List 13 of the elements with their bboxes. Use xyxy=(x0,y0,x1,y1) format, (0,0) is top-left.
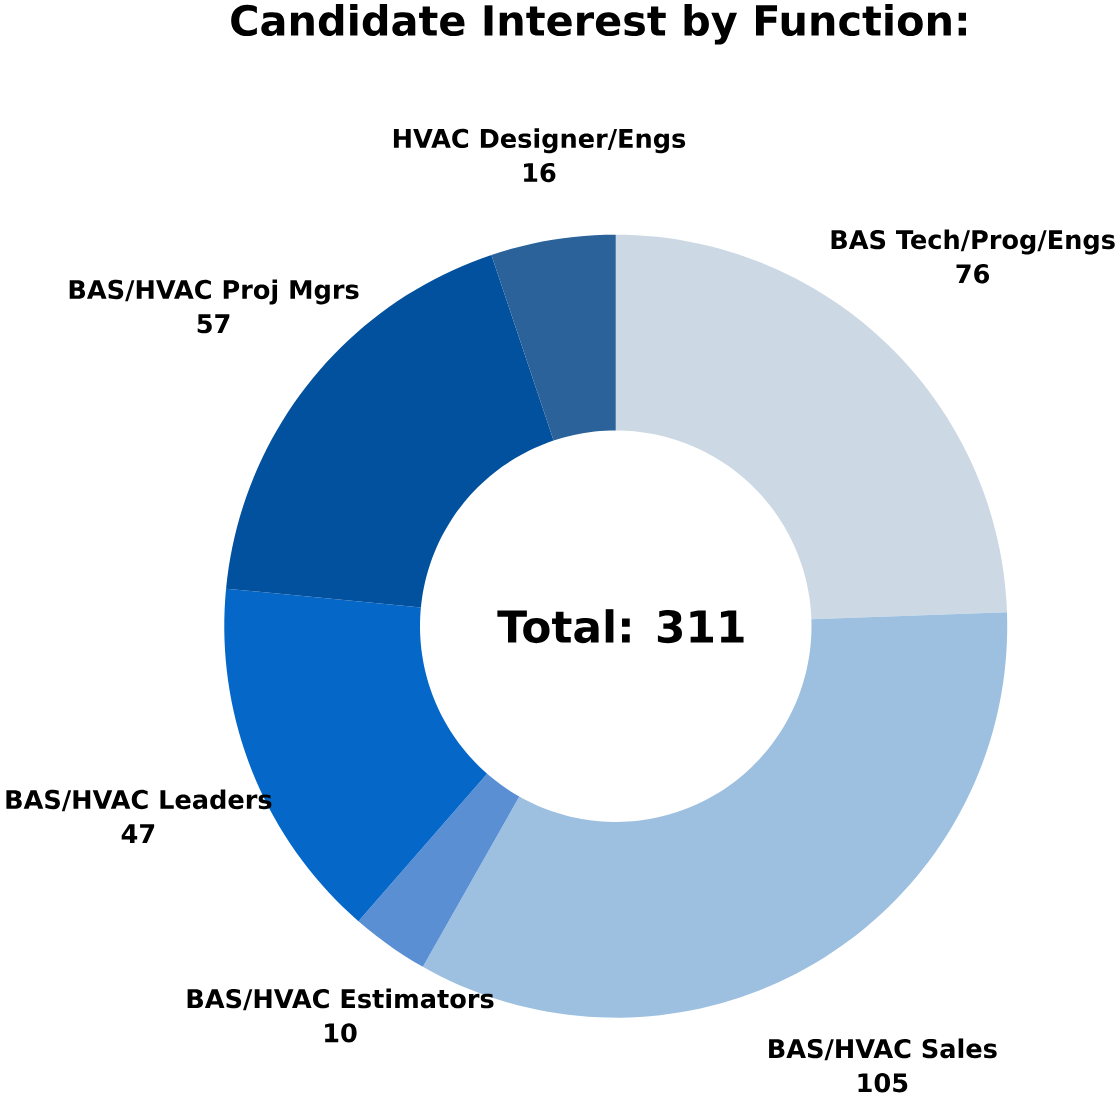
data-label: 105 xyxy=(858,1072,908,1093)
text: Total: 311 xyxy=(497,608,744,643)
data-label: 57 xyxy=(197,314,230,334)
data-label: 10 xyxy=(325,1022,357,1043)
slice-label: BAS/HVAC Estimators xyxy=(187,988,494,1011)
slice-label: BAS/HVAC Sales xyxy=(769,1038,997,1061)
slice-label: HVAC Designer/Engs xyxy=(393,128,686,154)
data-label: 76 xyxy=(956,263,990,284)
slice-label: BAS/HVAC Proj Mgrs xyxy=(69,279,359,305)
slice-label: BAS Tech/Prog/Engs xyxy=(831,229,1115,255)
data-label: 16 xyxy=(524,162,556,182)
data-label: 47 xyxy=(121,824,155,843)
chart-title: Candidate Interest by Function: xyxy=(231,3,966,45)
